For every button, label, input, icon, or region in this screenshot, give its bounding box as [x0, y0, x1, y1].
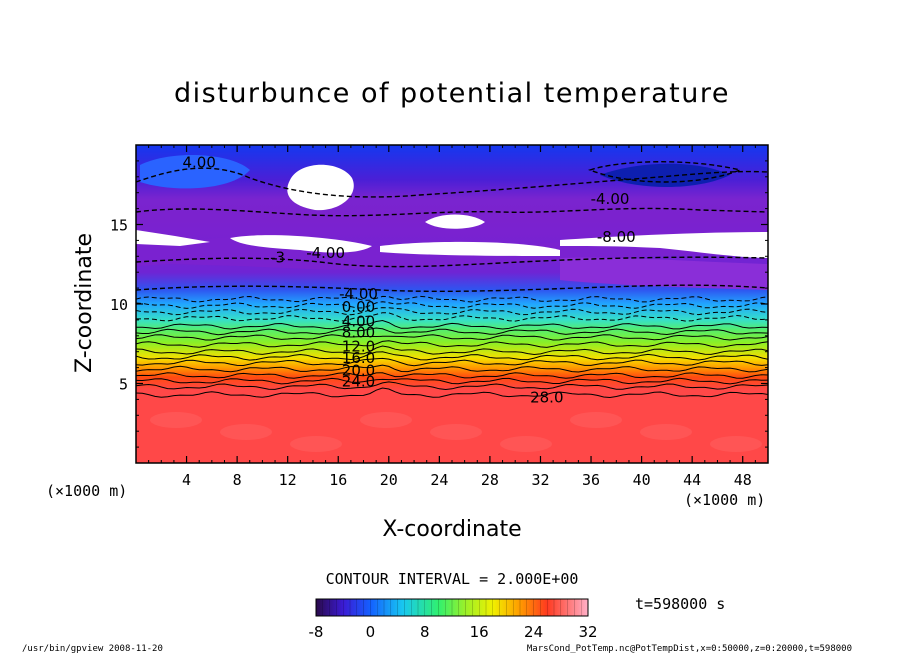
colorbar-tick-label: 32: [578, 623, 597, 641]
x-tick-label: 44: [683, 471, 701, 489]
contour-line: [136, 345, 768, 356]
contour-label: 4.00: [182, 153, 215, 171]
contour-label: -4.00: [339, 285, 378, 303]
contour-label: 16.0: [342, 349, 375, 367]
contour-line: [136, 295, 768, 303]
contour-label: 4.00: [342, 312, 375, 330]
texture-blob: [220, 424, 272, 440]
purple-blob: [560, 257, 768, 290]
colorbar-tick-label: 24: [524, 623, 543, 641]
contour-label: 12.0: [342, 338, 375, 356]
contour-line: [136, 284, 768, 293]
contour-line: [136, 381, 768, 391]
contour-line: [136, 334, 768, 341]
contour-line: [136, 319, 768, 330]
contour-line: [136, 340, 768, 348]
x-unit-left: (×1000 m): [46, 482, 127, 500]
contour-label: 8.00: [342, 323, 375, 341]
colorbar-gradient: [315, 598, 589, 617]
contour-label: -4.00: [306, 244, 345, 262]
x-tick-label: 20: [380, 471, 398, 489]
contour-line: [136, 377, 768, 385]
contour-line: [136, 207, 768, 217]
colorbar-tick-label: -8: [309, 623, 324, 641]
texture-blob: [500, 436, 552, 452]
contour-line: [136, 387, 768, 399]
contour-line: [136, 327, 768, 336]
contour-interval: CONTOUR INTERVAL = 2.000E+00: [326, 570, 579, 588]
contour-line: [136, 256, 768, 268]
white-gap: [136, 230, 210, 246]
white-gap: [380, 241, 560, 256]
texture-blob: [290, 436, 342, 452]
contour-line: [136, 307, 768, 316]
texture-blob: [430, 424, 482, 440]
colorbar-tick-label: 8: [420, 623, 430, 641]
white-gap: [230, 235, 372, 253]
plot-title: disturbunce of potential temperature: [174, 78, 730, 109]
colorbar: -8 0 8 16 24 32: [309, 598, 598, 641]
contour-line: [587, 161, 743, 183]
x-tick-label: 40: [633, 471, 651, 489]
contour-line: [136, 357, 768, 367]
white-gap: [560, 232, 768, 258]
x-tick-label: 12: [279, 471, 297, 489]
y-axis-title: Z-coordinate: [72, 233, 97, 373]
contour-label: 20.0: [342, 362, 375, 380]
contour-label: 0.00: [342, 298, 375, 316]
x-unit-right: (×1000 m): [684, 491, 765, 509]
contour-label: -3: [270, 249, 285, 267]
y-axis: 5 10 15: [110, 160, 768, 448]
contour-line: [136, 364, 768, 373]
contour-line: [136, 167, 768, 198]
x-tick-label: 48: [734, 471, 752, 489]
y-tick-label: 5: [119, 376, 128, 394]
texture-blob: [570, 412, 622, 428]
texture-blob: [150, 412, 202, 428]
y-tick-label: 10: [110, 296, 128, 314]
time-label: t=598000 s: [635, 595, 725, 613]
contour-label: 24.0: [342, 373, 375, 391]
white-gap: [425, 214, 485, 229]
contour-line: [136, 372, 768, 379]
light-blue-blob: [140, 154, 250, 189]
x-tick-label: 8: [233, 471, 242, 489]
x-tick-label: 36: [582, 471, 600, 489]
texture-blob: [640, 424, 692, 440]
x-tick-label: 24: [430, 471, 448, 489]
x-axis-title: X-coordinate: [382, 517, 521, 542]
x-axis: 4 8 12 16 20 24 28 32 36 40 44 48: [148, 145, 756, 489]
white-gap: [287, 164, 354, 211]
dark-blue-blob: [600, 163, 730, 188]
texture-blob: [710, 436, 762, 452]
texture-blob: [360, 412, 412, 428]
contour-line: [136, 312, 768, 322]
colorbar-tick-label: 0: [366, 623, 376, 641]
x-tick-label: 28: [481, 471, 499, 489]
x-tick-label: 16: [329, 471, 347, 489]
plot-area: 4.00-4.00-8.00-4.00-3-4.000.004.008.0012…: [135, 144, 769, 464]
field-fill: [136, 145, 768, 463]
contour-line: [136, 301, 768, 309]
contour-label: -4.00: [591, 190, 630, 208]
footer-left: /usr/bin/gpview 2008-11-20: [22, 644, 163, 654]
footer-right: MarsCond_PotTemp.nc@PotTempDist,x=0:5000…: [527, 644, 852, 654]
y-tick-label: 15: [110, 217, 128, 235]
contour-line: [136, 351, 768, 361]
contour-label: 28.0: [530, 389, 563, 407]
x-tick-label: 32: [531, 471, 549, 489]
x-tick-label: 4: [182, 471, 191, 489]
colorbar-tick-label: 16: [470, 623, 489, 641]
contour-label: -8.00: [597, 228, 636, 246]
